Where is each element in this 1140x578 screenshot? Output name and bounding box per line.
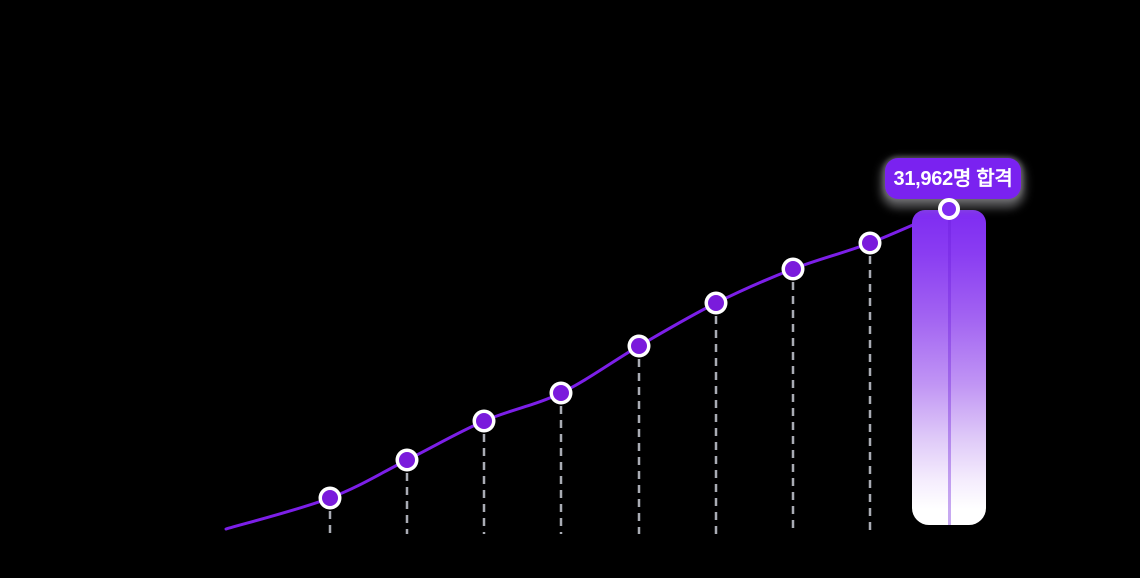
data-point-marker <box>858 231 882 255</box>
bar-center-line <box>947 210 951 525</box>
final-point-marker <box>938 198 960 220</box>
data-point-marker <box>395 448 419 472</box>
data-point-marker <box>549 381 573 405</box>
annotation-label: 31,962명 합격 <box>893 167 1013 190</box>
data-point-marker <box>472 409 496 433</box>
annotation-badge: 31,962명 합격 <box>885 158 1021 199</box>
trend-line <box>224 207 951 531</box>
data-point-marker <box>318 486 342 510</box>
data-point-marker <box>781 257 805 281</box>
data-point-marker <box>627 334 651 358</box>
data-point-marker <box>704 291 728 315</box>
highlight-bar <box>912 210 986 525</box>
